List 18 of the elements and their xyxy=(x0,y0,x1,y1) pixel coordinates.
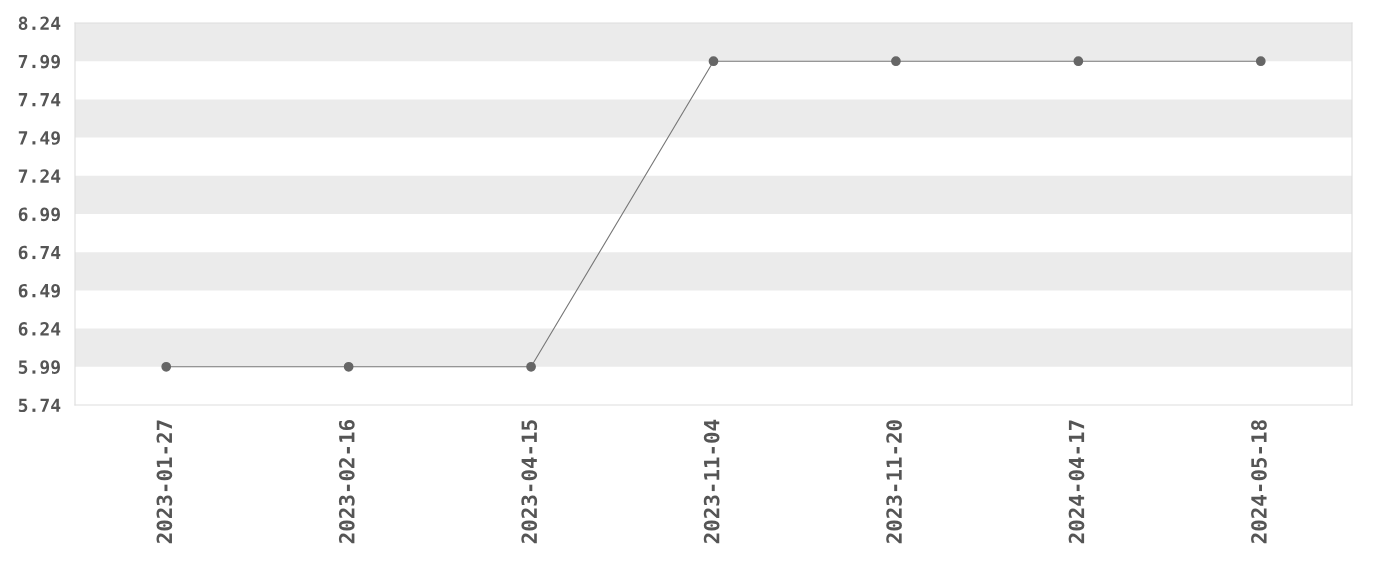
y-tick-label: 7.74 xyxy=(18,93,61,107)
y-tick-label: 6.24 xyxy=(18,322,61,336)
x-tick-label: 2024-04-17 xyxy=(1068,420,1085,544)
y-tick-label: 5.99 xyxy=(18,360,60,374)
y-tick-label: 7.24 xyxy=(18,169,61,183)
x-tick-label: 2023-11-04 xyxy=(703,419,720,544)
x-tick-label: 2023-01-27 xyxy=(156,420,173,544)
x-tick-label: 2023-11-20 xyxy=(886,420,902,544)
y-tick-label: 7.49 xyxy=(18,131,60,145)
y-tick-label: 7.99 xyxy=(18,54,60,69)
y-tick-label: 5.74 xyxy=(18,398,61,413)
y-tick-label: 6.74 xyxy=(18,245,61,260)
y-tick-label: 6.99 xyxy=(18,207,60,222)
x-tick-label: 2023-02-16 xyxy=(338,420,355,544)
x-tick-label: 2023-04-15 xyxy=(521,420,538,544)
y-tick-label: 6.49 xyxy=(18,283,60,298)
x-tick-label: 2024-05-18 xyxy=(1251,420,1267,544)
y-tick-label: 8.24 xyxy=(18,16,61,31)
